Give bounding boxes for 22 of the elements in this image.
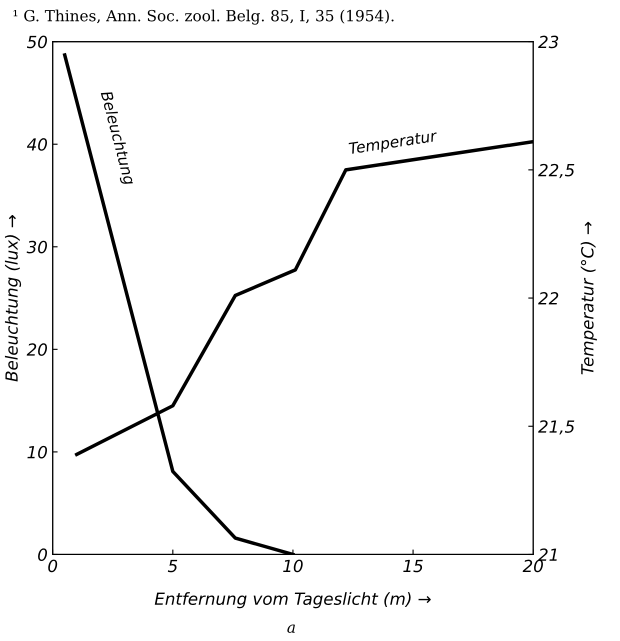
text: Temperatur	[348, 130, 438, 158]
y2-tick-label: 21,5	[538, 420, 574, 435]
y-axis-title: Beleuchtung (lux) →	[4, 215, 22, 382]
y-tick-label: 0	[38, 548, 47, 562]
x-tick-label: 5	[168, 560, 178, 572]
y-tick-label: 40	[26, 138, 47, 151]
text: ¹ G. Thines, Ann. Soc. zool. Belg. 85, I, 35 (1954).	[13, 10, 394, 25]
x-axis-title: Entfernung vom Tageslicht (m) →	[154, 592, 431, 608]
y2-tick-label: 23	[538, 36, 558, 48]
x-tick-label: 10	[283, 560, 303, 572]
y-tick-label: 10	[27, 446, 47, 458]
text: a	[287, 624, 295, 633]
y-tick-label: 50	[26, 36, 47, 48]
x-tick-label: 0	[48, 560, 58, 572]
y2-axis-title: Temperatur (°C) →	[580, 222, 597, 374]
y-tick-label: 20	[26, 343, 47, 356]
x-tick-label: 20	[522, 560, 543, 572]
x-tick-label: 15	[403, 560, 423, 572]
y2-tick-label: 22,5	[538, 164, 574, 178]
y2-tick-label: 22	[538, 292, 558, 304]
y-tick-label: 30	[26, 240, 47, 254]
y2-tick-label: 21	[538, 548, 557, 561]
